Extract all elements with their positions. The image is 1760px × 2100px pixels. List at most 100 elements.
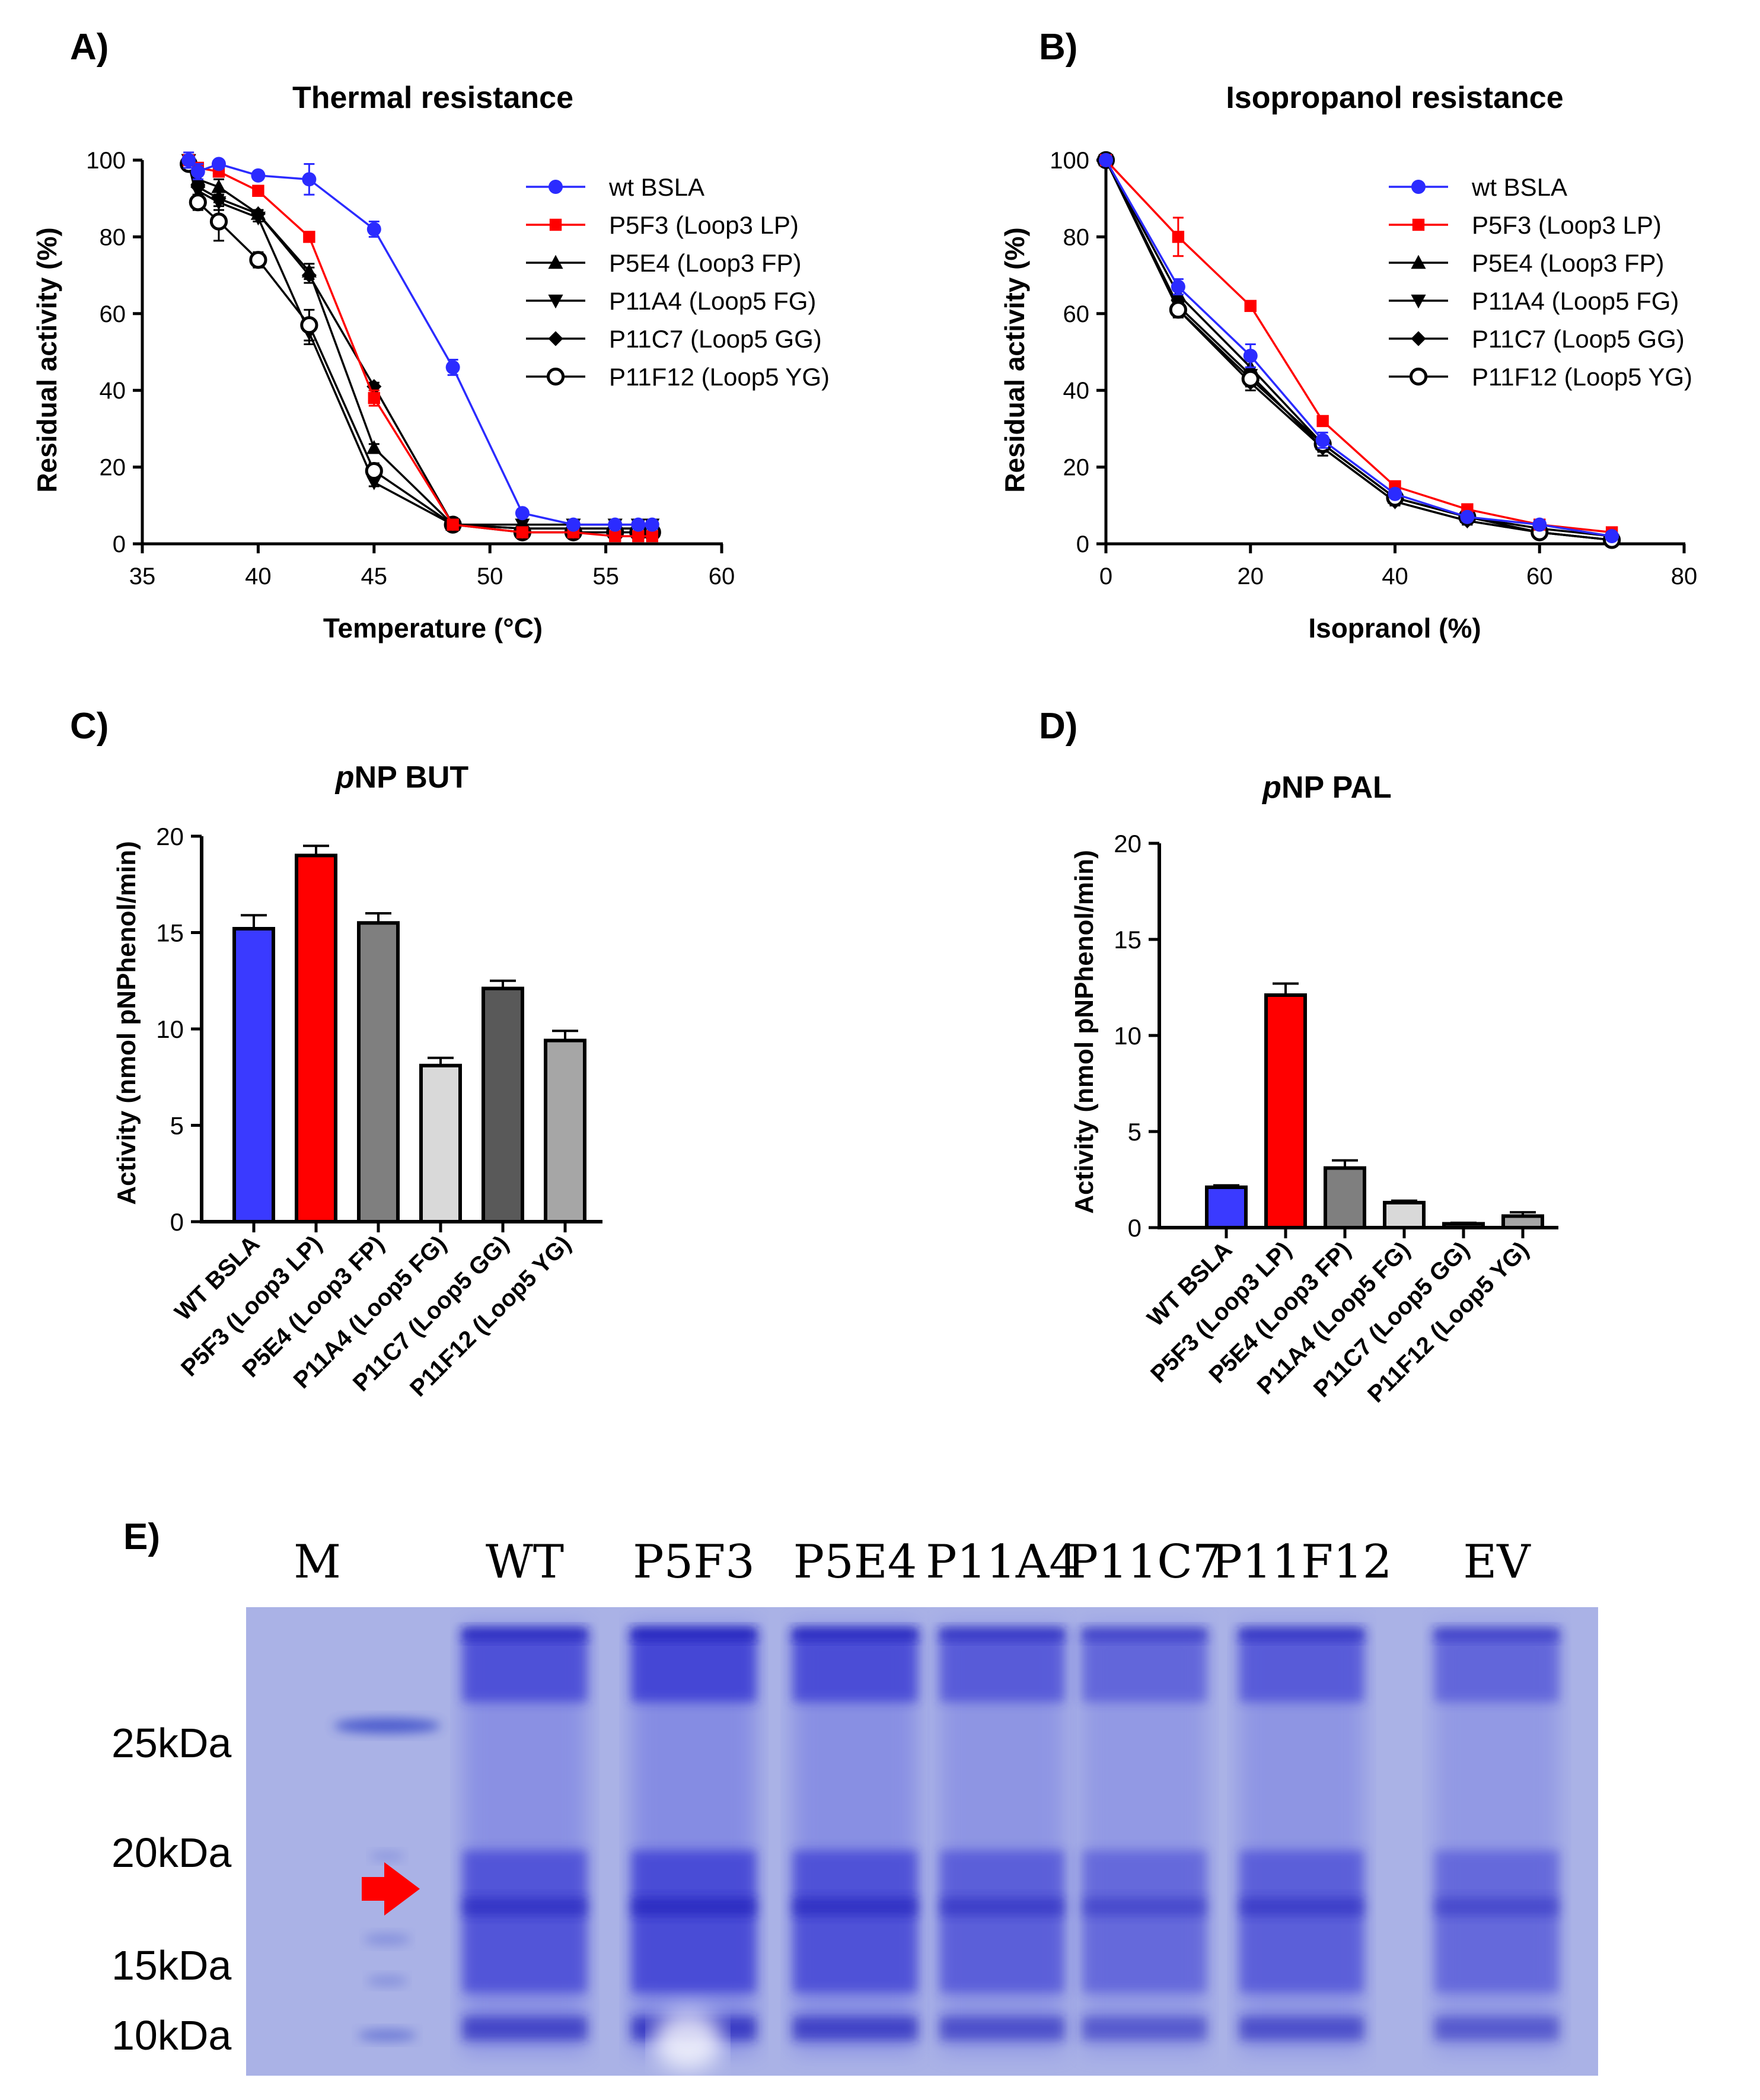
- bar: [1324, 1166, 1366, 1230]
- y-tick-label: 80: [100, 224, 126, 250]
- data-point: [300, 316, 318, 334]
- gel-band-top-edge: [1082, 1628, 1207, 1640]
- data-point: [609, 530, 621, 543]
- legend-item: P11A4 (Loop5 FG): [526, 287, 816, 315]
- data-point: [211, 179, 227, 193]
- legend-item: P11F12 (Loop5 YG): [1389, 363, 1692, 391]
- data-point: [302, 172, 317, 187]
- bar: [419, 1063, 462, 1223]
- legend-marker: [1409, 367, 1428, 386]
- x-tick-label: 40: [245, 563, 272, 589]
- panel-c-title-italic: p: [334, 760, 355, 795]
- data-point: [366, 222, 381, 237]
- panel-c-title: pNP BUT: [334, 760, 469, 795]
- data-point: [1243, 348, 1258, 363]
- gel-lane-label: P11F12: [1211, 1535, 1392, 1589]
- legend-marker: [1412, 218, 1425, 231]
- y-tick-label: 60: [1063, 301, 1090, 327]
- gel-band-target: [463, 1898, 587, 1916]
- panel-c-title-rest: NP BUT: [355, 760, 469, 795]
- data-point: [631, 517, 646, 532]
- gel-band-bottom: [1082, 2016, 1207, 2040]
- data-point: [252, 184, 264, 197]
- panel-d-title-italic: p: [1261, 770, 1281, 805]
- y-tick-label: 10: [156, 1015, 184, 1043]
- data-point: [646, 530, 658, 543]
- data-point: [366, 440, 382, 454]
- y-tick-label: 0: [1076, 531, 1089, 557]
- bar: [357, 921, 400, 1223]
- gel-band-mid: [463, 1850, 587, 1993]
- gel-lane-label: EV: [1463, 1535, 1531, 1589]
- gel-band-top: [1082, 1631, 1207, 1702]
- legend-item: wt BSLA: [1389, 173, 1567, 201]
- y-tick-label: 5: [170, 1112, 184, 1140]
- gel-ladder-band: [366, 1975, 408, 1986]
- gel-band-top-edge: [1239, 1628, 1364, 1640]
- gel-band-mid: [940, 1850, 1064, 1993]
- gel-lane-label: P11A4: [926, 1535, 1079, 1589]
- gel-band-top: [1434, 1631, 1559, 1702]
- legend-label: P11F12 (Loop5 YG): [1472, 363, 1692, 391]
- data-point: [365, 461, 383, 480]
- gel-band-bottom: [940, 2016, 1064, 2040]
- legend-label: P5E4 (Loop3 FP): [1472, 249, 1665, 277]
- x-tick-label: 40: [1382, 563, 1408, 589]
- gel-band-top: [940, 1631, 1064, 1702]
- gel-band-top-edge: [793, 1628, 917, 1640]
- x-tick-label: 20: [1238, 563, 1264, 589]
- gel-band-bottom: [463, 2016, 587, 2040]
- legend-item: P5E4 (Loop3 FP): [1389, 249, 1665, 277]
- panel-a: A) Thermal resistance 35 40 45 50 55 60 0 20 40 6…: [31, 27, 830, 643]
- data-point: [447, 518, 459, 531]
- y-tick-label: 15: [1114, 926, 1142, 954]
- data-point: [645, 517, 659, 532]
- panel-b-ylabel: Residual activity (%): [999, 227, 1030, 492]
- gel-band-mid: [632, 1850, 756, 1993]
- panel-a-ylabel: Residual activity (%): [31, 227, 62, 492]
- legend-item: P5F3 (Loop3 LP): [526, 211, 799, 239]
- gel-marker-label: 15kDa: [111, 1942, 231, 1989]
- series-1: [181, 151, 659, 532]
- bar: [482, 986, 524, 1223]
- legend-item: P11A4 (Loop5 FG): [1389, 287, 1679, 315]
- data-point: [1241, 369, 1260, 388]
- gel-band-target: [1082, 1898, 1207, 1916]
- data-point: [515, 506, 530, 521]
- data-point: [249, 251, 267, 269]
- panel-a-label: A): [70, 27, 109, 68]
- legend-item: P11C7 (Loop5 GG): [1389, 325, 1685, 353]
- x-tick-label: 50: [477, 563, 503, 589]
- y-tick-label: 15: [156, 919, 184, 947]
- legend-label: P11A4 (Loop5 FG): [1472, 287, 1679, 315]
- panel-b-xlabel: Isopranol (%): [1308, 613, 1481, 643]
- data-point: [211, 157, 226, 171]
- panel-c-label: C): [70, 706, 109, 747]
- legend-label: wt BSLA: [608, 173, 704, 201]
- x-tick-label: 0: [1099, 563, 1112, 589]
- legend-label: wt BSLA: [1471, 173, 1567, 201]
- panel-b: B) Isopropanol resistance 0 20 40 60 80 0 20 40…: [999, 27, 1697, 643]
- y-tick-label: 0: [113, 531, 126, 557]
- series-line: [1105, 160, 1612, 537]
- legend-item: P11C7 (Loop5 GG): [526, 325, 822, 353]
- data-point: [1169, 301, 1187, 319]
- gel-band-mid: [1082, 1850, 1207, 1993]
- data-point: [632, 530, 645, 543]
- x-tick-label: 80: [1671, 563, 1698, 589]
- gel-lane-label: P5F3: [633, 1535, 755, 1589]
- gel-band-target: [793, 1898, 917, 1916]
- data-point: [1316, 415, 1329, 428]
- gel-lane-label: M: [294, 1535, 341, 1589]
- bar: [1501, 1214, 1544, 1230]
- y-tick-label: 60: [100, 301, 126, 327]
- bar: [1383, 1200, 1426, 1230]
- y-tick-label: 0: [170, 1208, 184, 1236]
- gel-band-top: [632, 1631, 756, 1702]
- gel-ladder-band: [358, 2029, 417, 2041]
- y-tick-label: 10: [1114, 1022, 1142, 1050]
- y-tick-label: 5: [1128, 1118, 1142, 1146]
